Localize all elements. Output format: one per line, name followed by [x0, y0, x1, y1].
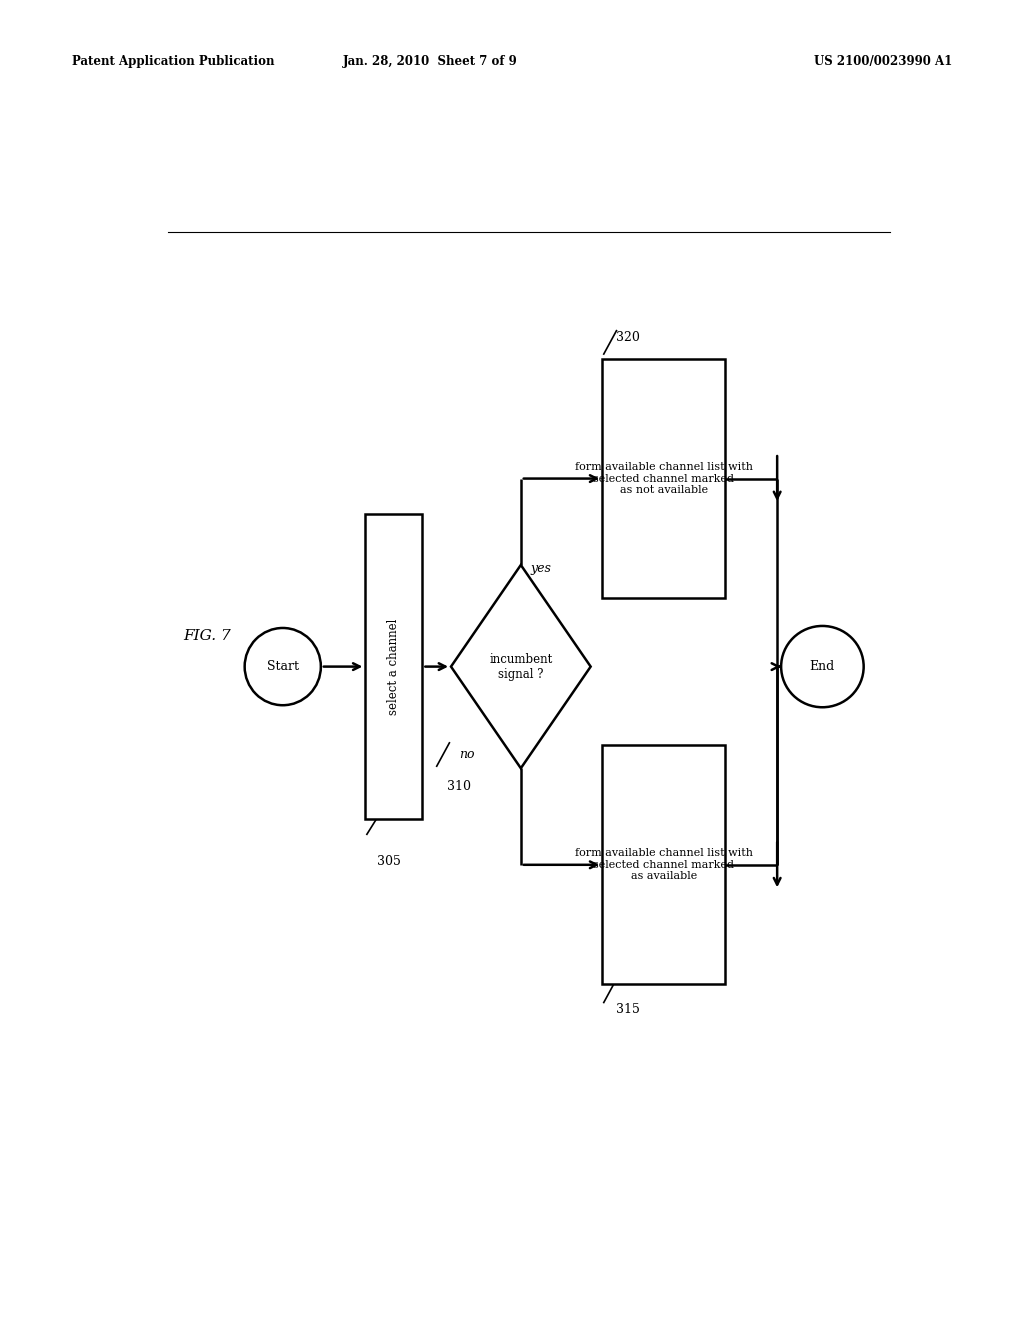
Polygon shape	[451, 565, 591, 768]
Bar	[602, 359, 725, 598]
Text: 310: 310	[447, 780, 471, 793]
Text: US 2100/0023990 A1: US 2100/0023990 A1	[814, 55, 952, 69]
Text: Start: Start	[266, 660, 299, 673]
Bar	[366, 515, 423, 818]
Text: no: no	[459, 748, 474, 760]
Text: FIG. 7: FIG. 7	[183, 630, 231, 643]
Text: Jan. 28, 2010  Sheet 7 of 9: Jan. 28, 2010 Sheet 7 of 9	[343, 55, 517, 69]
Text: End: End	[810, 660, 835, 673]
Ellipse shape	[245, 628, 321, 705]
Text: yes: yes	[530, 562, 551, 576]
Text: 315: 315	[616, 1002, 640, 1015]
Ellipse shape	[781, 626, 863, 708]
Text: incumbent
signal ?: incumbent signal ?	[489, 652, 553, 681]
Text: Patent Application Publication: Patent Application Publication	[72, 55, 274, 69]
Text: form available channel list with
selected channel marked
as available: form available channel list with selecte…	[574, 849, 753, 882]
Bar	[602, 746, 725, 985]
Text: 320: 320	[616, 331, 640, 345]
Text: form available channel list with
selected channel marked
as not available: form available channel list with selecte…	[574, 462, 753, 495]
Text: select a channel: select a channel	[387, 618, 400, 715]
Text: 305: 305	[377, 854, 401, 867]
